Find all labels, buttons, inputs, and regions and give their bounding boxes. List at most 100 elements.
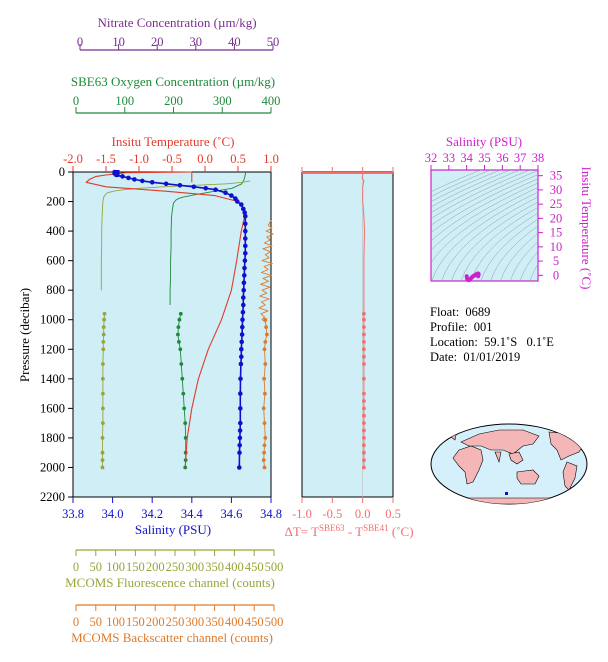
salinity-point — [243, 243, 248, 249]
ts-y-tick-label: 20 — [550, 211, 563, 225]
float-info-location: Location: 59.1˚S 0.1˚E — [430, 335, 554, 349]
ts-isopycnal — [431, 178, 538, 242]
mcoms-fluorescence-channel-low-res-point — [100, 465, 105, 470]
sbe63-oxygen-concentration-low-res-point — [178, 311, 183, 316]
pressure-tick-label: 1000 — [40, 313, 65, 327]
salinity-point — [238, 376, 243, 382]
sbe63-oxygen-concentration-low-res-point — [182, 406, 187, 411]
mcoms-fluorescence-channel-low-res-point — [102, 317, 106, 322]
ts-isopycnal — [431, 170, 511, 208]
delta-t-low-res-point — [362, 347, 366, 352]
sbe63-oxygen-concentration-low-res-point — [179, 362, 184, 366]
salinity-point — [240, 324, 245, 330]
sbe63-oxygen-concentration-low-res-point — [181, 391, 186, 396]
salinity-point — [237, 450, 242, 456]
salinity-point — [242, 210, 247, 215]
pressure-tick-label: 1600 — [40, 401, 65, 415]
salinity-point — [238, 391, 243, 396]
salinity-point — [243, 251, 248, 256]
delta-t-series-group — [302, 171, 393, 470]
temperature-tick-label: -0.5 — [162, 152, 182, 166]
ts-isopycnal — [510, 241, 538, 281]
ts-y-tick-label: 10 — [550, 240, 563, 254]
salinity-point — [242, 265, 247, 271]
delta-t-low-res-point — [362, 406, 366, 411]
salinity-tick-label: 34.6 — [220, 507, 242, 521]
temperature-axis-label: Insitu Temperature (˚C) — [111, 134, 234, 149]
delta-t-low-res-point — [362, 428, 366, 433]
salinity-point — [241, 295, 246, 300]
backscatter-tick-label: 450 — [245, 615, 264, 629]
delta-t-low-res-point — [362, 362, 366, 366]
salinity-point — [140, 178, 145, 184]
backscatter-tick-label: 350 — [205, 615, 224, 629]
ts-isopycnal — [431, 182, 538, 251]
salinity-point — [223, 190, 228, 195]
salinity-line — [113, 172, 247, 468]
pressure-tick-label: 1800 — [40, 431, 65, 445]
delta-t-tick-label: -0.5 — [322, 507, 342, 521]
pressure-tick-label: 1400 — [40, 372, 65, 386]
ts-isopycnal — [470, 212, 538, 281]
delta-t-low-res-point — [362, 332, 366, 337]
ts-x-tick-label: 33 — [443, 151, 456, 165]
delta-t-tick-label: 0.0 — [355, 507, 371, 521]
ts-salinity-label: Salinity (PSU) — [446, 134, 522, 149]
ts-y-tick-label: 25 — [550, 197, 563, 211]
backscatter-tick-label: 100 — [106, 615, 125, 629]
salinity-point — [242, 273, 247, 278]
pressure-tick-label: 800 — [46, 283, 65, 297]
pressure-tick-label: 200 — [46, 195, 65, 209]
ts-x-tick-label: 34 — [460, 151, 473, 165]
delta-t-low-res-point — [362, 443, 366, 448]
ts-y-tick-label: 30 — [550, 183, 563, 197]
temperature-tick-label: -1.0 — [129, 152, 149, 166]
delta-t-axis-ticks: -1.0 -0.5 0.0 0.5 — [292, 167, 401, 521]
mcoms-fluorescence-channel-low-res-point — [101, 391, 105, 396]
ts-isopycnal — [431, 187, 538, 264]
ts-isopycnal — [431, 170, 538, 226]
delta-t-line — [361, 171, 365, 468]
salinity-point — [243, 221, 248, 226]
salinity-tick-label: 34.0 — [102, 507, 124, 521]
nitrate-axis-ticks: 0 10 20 30 40 50 — [77, 35, 279, 50]
salinity-axis-label: Salinity (PSU) — [135, 522, 211, 537]
bottle-marker — [114, 170, 120, 177]
ts-plot-area — [430, 169, 539, 282]
oxygen-axis-ticks: 0 100 200 300 400 — [73, 94, 280, 113]
oxygen-tick-label: 0 — [73, 94, 79, 108]
backscatter-tick-label: 400 — [225, 615, 244, 629]
delta-t-low-res-point — [362, 340, 366, 344]
mcoms-backscatter-channel-low-res-point — [262, 450, 266, 455]
ts-y-tick-label: 15 — [550, 226, 563, 240]
nitrate-tick-label: 50 — [267, 35, 280, 49]
main-profile-panel: Nitrate Concentration (µm/kg) 0 10 20 30 40 5… — [17, 15, 283, 645]
ts-isopycnal — [431, 170, 531, 220]
float-info-date: Date: 01/01/2019 — [430, 350, 521, 364]
mcoms-backscatter-channel-low-res-point — [261, 406, 266, 411]
pressure-tick-label: 1200 — [40, 342, 65, 356]
ts-isopycnal — [441, 196, 538, 281]
ts-x-tick-label: 37 — [514, 151, 527, 165]
fluorescence-tick-label: 450 — [245, 560, 264, 574]
fluorescence-tick-label: 400 — [225, 560, 244, 574]
temperature-tick-label: -2.0 — [63, 152, 83, 166]
ts-isopycnal — [500, 233, 538, 281]
ts-isopycnal — [431, 170, 521, 213]
ts-isopycnal — [529, 263, 538, 281]
mcoms-backscatter-channel-low-res-point — [263, 436, 268, 440]
backscatter-tick-label: 200 — [146, 615, 165, 629]
mcoms-backscatter-channel-low-res-point — [262, 443, 267, 448]
sbe63-oxygen-concentration-low-res-point — [178, 347, 183, 352]
delta-t-panel: -1.0 -0.5 0.0 0.5 ΔT= TSBE63 - TSBE41 (˚C) — [284, 167, 414, 539]
delta-t-low-res-point — [362, 458, 366, 462]
mcoms-backscatter-channel-low-res-point — [263, 317, 268, 322]
fluorescence-tick-label: 500 — [265, 560, 284, 574]
sbe63-oxygen-concentration-low-res-point — [183, 421, 188, 425]
fluorescence-axis-ticks: 0 50 100 150 200 250 300 350 400 450 500 — [73, 550, 284, 574]
fluorescence-tick-label: 50 — [90, 560, 103, 574]
salinity-point — [237, 428, 243, 433]
ts-x-tick-label: 35 — [478, 151, 491, 165]
mcoms-fluorescence-channel-low-res-point — [100, 436, 105, 440]
pressure-axis-ticks: 0 200 400 600 800 1000 1200 1400 1600 1800 2000 220… — [40, 165, 73, 504]
